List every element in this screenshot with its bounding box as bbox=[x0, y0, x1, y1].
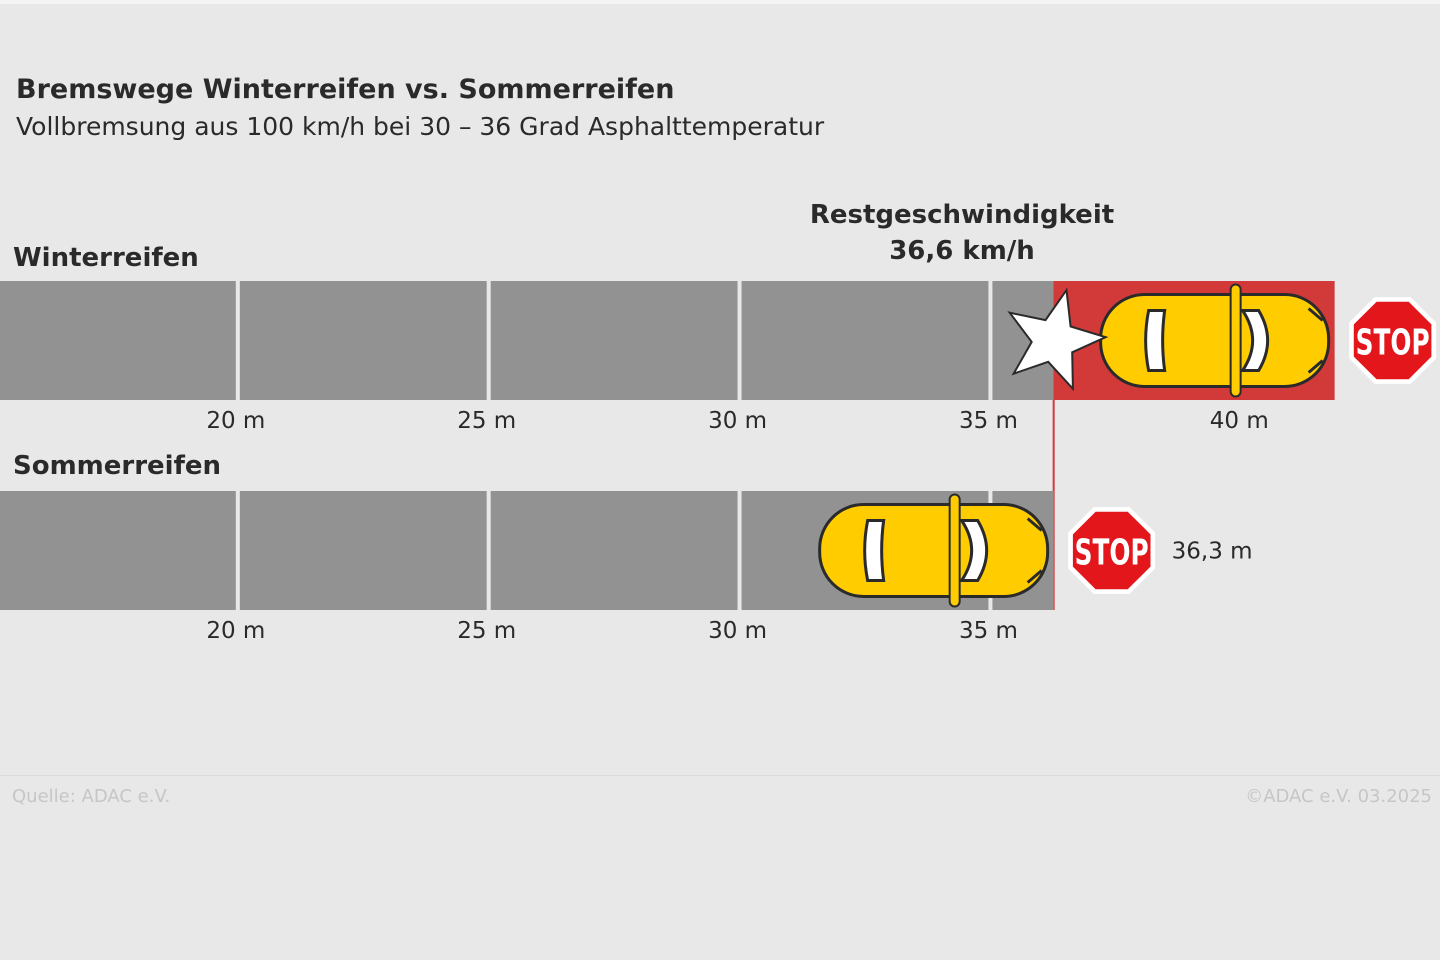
car-headlight bbox=[1307, 307, 1324, 322]
car-mirror-bar bbox=[1229, 283, 1242, 398]
stop-sign-label: STOP bbox=[1075, 533, 1149, 574]
chart-subtitle: Vollbremsung aus 100 km/h bei 30 – 36 Gr… bbox=[16, 112, 825, 141]
car-rear-window bbox=[1144, 309, 1167, 372]
stop-sign-icon: STOP bbox=[1349, 297, 1437, 384]
collision-star-icon bbox=[1007, 287, 1109, 392]
data-value-label: 36,3 m bbox=[1172, 539, 1253, 565]
tick-label: 20 m bbox=[206, 408, 265, 434]
car-headlight bbox=[1026, 517, 1043, 532]
footer-divider bbox=[0, 775, 1440, 776]
segment-gap bbox=[737, 281, 742, 400]
car-windshield bbox=[958, 519, 989, 582]
tick-label: 25 m bbox=[457, 618, 516, 644]
top-border bbox=[0, 0, 1440, 4]
segment-gap bbox=[737, 491, 742, 610]
series-label: Winterreifen bbox=[13, 243, 199, 273]
segment-gap bbox=[235, 491, 240, 610]
car-windshield bbox=[1239, 309, 1270, 372]
car-rear-window bbox=[863, 519, 886, 582]
tick-label: 30 m bbox=[708, 618, 767, 644]
copyright-note: ©ADAC e.V. 03.2025 bbox=[1245, 786, 1432, 807]
chart-title: Bremswege Winterreifen vs. Sommerreifen bbox=[16, 74, 675, 105]
tick-label: 20 m bbox=[206, 618, 265, 644]
stop-sign-label: STOP bbox=[1356, 323, 1430, 364]
segment-gap bbox=[988, 281, 993, 400]
series-label: Sommerreifen bbox=[13, 451, 221, 481]
segment-gap bbox=[486, 281, 491, 400]
car-body bbox=[818, 503, 1050, 598]
annotation-title: Restgeschwindigkeit bbox=[810, 200, 1114, 230]
tick-label: 25 m bbox=[457, 408, 516, 434]
segment-gap bbox=[235, 281, 240, 400]
road-bar bbox=[0, 281, 1054, 400]
car-icon bbox=[1099, 283, 1331, 398]
tick-label: 35 m bbox=[959, 618, 1018, 644]
car-mirror-bar bbox=[948, 493, 961, 608]
segment-gap bbox=[486, 491, 491, 610]
tick-label: 35 m bbox=[959, 408, 1018, 434]
stop-sign-face bbox=[1353, 301, 1432, 380]
stop-sign-face bbox=[1072, 511, 1151, 590]
row-sommerreifen: Sommerreifen 20 m 25 m 30 m 35 m STOP 36,3 m bbox=[0, 451, 1253, 644]
car-headlight bbox=[1026, 569, 1043, 584]
annotation-value: 36,6 km/h bbox=[889, 236, 1035, 266]
car-headlight bbox=[1307, 359, 1324, 374]
tick-label: 40 m bbox=[1210, 408, 1269, 434]
stop-sign-icon: STOP bbox=[1068, 507, 1156, 594]
source-note: Quelle: ADAC e.V. bbox=[12, 786, 171, 807]
car-icon bbox=[818, 493, 1050, 608]
car-body bbox=[1099, 293, 1331, 388]
tick-label: 30 m bbox=[708, 408, 767, 434]
